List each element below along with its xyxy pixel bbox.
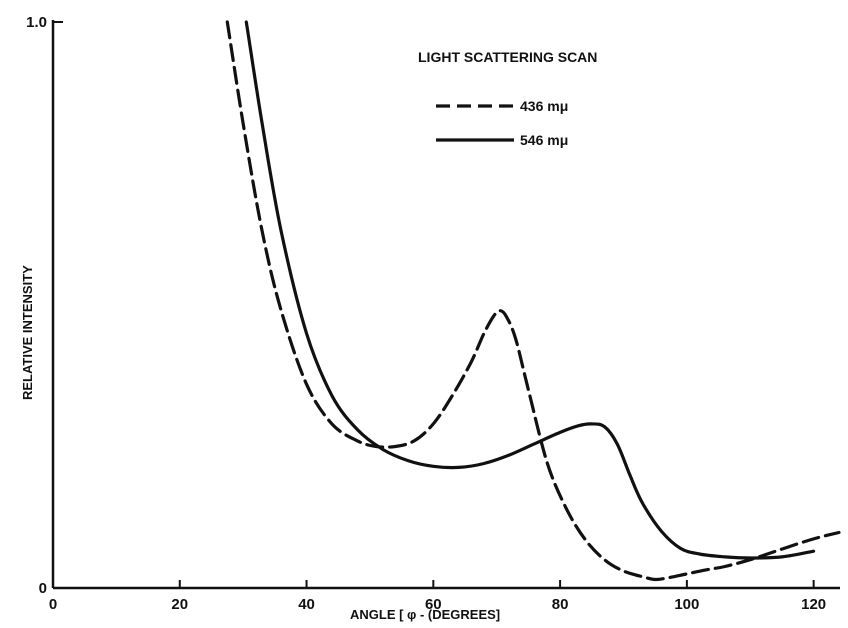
x-tick-label: 80 (552, 596, 569, 613)
x-tick-label: 40 (298, 596, 315, 613)
x-tick-label: 20 (171, 596, 188, 613)
x-tick-label: 0 (49, 596, 57, 613)
series-line-546 (244, 20, 816, 560)
x-tick-label: 120 (801, 596, 826, 613)
y-tick-label: 1.0 (26, 14, 47, 31)
x-axis-title: ANGLE [ φ - (DEGREES] (350, 607, 500, 622)
series-line-436 (225, 20, 841, 582)
chart-title: LIGHT SCATTERING SCAN (418, 49, 597, 65)
y-ticks: 01.0 (26, 14, 63, 597)
axes (51, 20, 840, 590)
x-ticks: 0 20 40 60 80 100 120 (49, 580, 826, 613)
legend: 436 mμ 546 mμ (436, 98, 568, 148)
x-tick-label: 100 (674, 596, 699, 613)
legend-label-546: 546 mμ (520, 132, 568, 148)
series-layer (225, 20, 841, 582)
axis-titles: ANGLE [ φ - (DEGREES] RELATIVE INTENSITY (20, 265, 500, 622)
legend-label-436: 436 mμ (520, 98, 568, 114)
y-tick-label: 0 (39, 580, 47, 597)
chart-title-group: LIGHT SCATTERING SCAN (418, 49, 597, 65)
x-tick-label: 60 (425, 596, 442, 613)
y-axis-title: RELATIVE INTENSITY (20, 265, 35, 400)
